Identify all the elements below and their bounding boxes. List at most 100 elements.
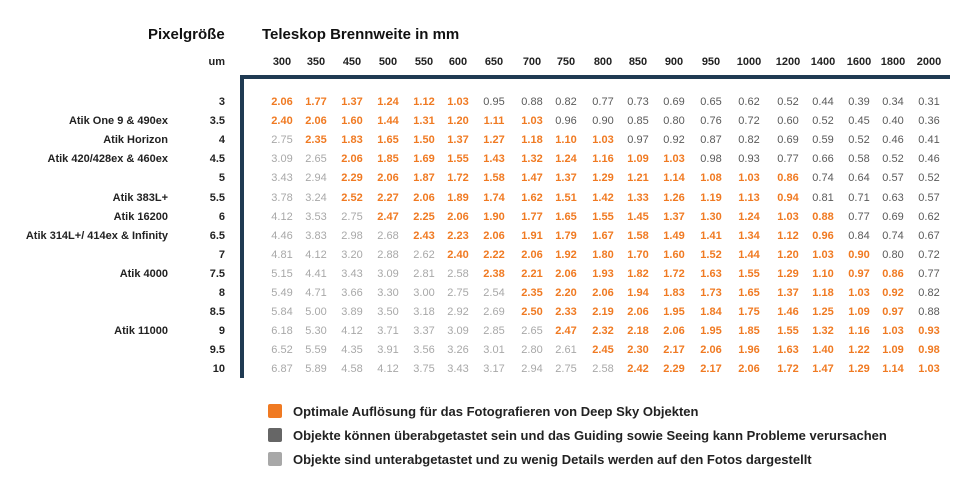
table-cell: 5.89	[305, 363, 327, 376]
table-cell: 2.06	[700, 344, 722, 357]
table-cell: 1.95	[700, 325, 722, 338]
table-cell: 0.67	[918, 229, 940, 242]
table-cell: 2.22	[483, 248, 505, 261]
camera-label: Atik 4000	[119, 267, 168, 280]
table-cell: 2.35	[521, 287, 543, 299]
table-cell: 4.12	[305, 248, 327, 261]
table-cell: 0.65	[700, 96, 722, 108]
table-cell: 3.43	[341, 267, 363, 280]
table-cell: 0.77	[777, 153, 799, 166]
table-cell: 1.83	[663, 287, 685, 299]
table-cell: 1.16	[592, 153, 614, 166]
table-cell: 2.27	[377, 191, 399, 204]
legend-swatch	[268, 404, 282, 418]
table-cell: 2.50	[521, 306, 543, 319]
table-cell: 1.93	[592, 267, 614, 280]
table-cell: 3.75	[413, 363, 435, 376]
table-cell: 0.46	[882, 134, 904, 147]
table-cell: 1.55	[447, 153, 469, 166]
table-cell: 1.08	[700, 172, 722, 185]
table-cell: 2.92	[447, 306, 469, 319]
table-cell: 2.65	[305, 153, 327, 166]
column-header: 1800	[880, 56, 906, 68]
column-header: 700	[522, 56, 542, 68]
table-cell: 1.51	[555, 191, 577, 204]
table-cell: 1.96	[738, 344, 760, 357]
table-cell: 2.06	[521, 248, 543, 261]
table-cell: 0.72	[918, 248, 940, 261]
table-cell: 1.60	[663, 248, 685, 261]
table-cell: 1.45	[627, 210, 649, 223]
table-cell: 1.63	[777, 344, 799, 357]
table-cell: 0.59	[812, 134, 834, 147]
table-cell: 1.29	[777, 267, 799, 280]
table-cell: 4.12	[377, 363, 399, 376]
table-cell: 2.80	[521, 344, 543, 357]
legend-item: Optimale Auflösung für das Fotografieren…	[268, 402, 698, 420]
table-cell: 1.03	[521, 115, 543, 128]
table-cell: 3.71	[377, 325, 399, 338]
table-cell: 4.12	[271, 210, 293, 223]
table-cell: 1.03	[738, 172, 760, 185]
table-cell: 0.31	[918, 96, 940, 108]
table-cell: 2.45	[592, 344, 614, 357]
legend-text: Objekte können überabgetastet sein und d…	[293, 427, 887, 443]
table-cell: 2.30	[627, 344, 649, 357]
pixel-size-label: 6	[218, 210, 225, 223]
table-cell: 1.84	[700, 306, 722, 319]
table-cell: 0.58	[848, 153, 870, 166]
table-cell: 2.43	[413, 229, 435, 242]
pixel-size-label: 5	[218, 172, 225, 185]
table-cell: 0.73	[627, 96, 649, 108]
table-cell: 2.06	[738, 363, 760, 376]
table-cell: 0.69	[663, 96, 685, 108]
table-cell: 2.06	[413, 191, 435, 204]
column-header: 1600	[846, 56, 872, 68]
table-cell: 2.06	[483, 229, 505, 242]
table-cell: 1.50	[413, 134, 435, 147]
column-header: 800	[593, 56, 613, 68]
table-cell: 1.34	[738, 229, 760, 242]
table-cell: 1.09	[627, 153, 649, 166]
table-cell: 2.65	[521, 325, 543, 338]
table-cell: 1.58	[483, 172, 505, 185]
table-cell: 0.77	[848, 210, 870, 223]
table-cell: 1.16	[848, 325, 870, 338]
table-cell: 1.85	[377, 153, 399, 166]
table-cell: 1.11	[483, 115, 505, 128]
pixel-size-label: 7	[218, 248, 225, 261]
table-cell: 2.75	[341, 210, 363, 223]
table-cell: 2.58	[447, 267, 469, 280]
table-cell: 4.41	[305, 267, 327, 280]
table-cell: 1.47	[812, 363, 834, 376]
table-cell: 1.75	[738, 306, 760, 319]
table-cell: 0.74	[812, 172, 834, 185]
table-cell: 1.41	[700, 229, 722, 242]
column-header: 600	[448, 56, 468, 68]
table-cell: 5.49	[271, 287, 293, 299]
table-cell: 2.06	[592, 287, 614, 299]
table-cell: 0.97	[848, 267, 870, 280]
table-cell: 3.56	[413, 344, 435, 357]
column-header: 300	[272, 56, 292, 68]
table-cell: 2.17	[700, 363, 722, 376]
table-cell: 1.55	[738, 267, 760, 280]
table-cell: 6.18	[271, 325, 293, 338]
table-cell: 0.69	[882, 210, 904, 223]
table-cell: 1.30	[700, 210, 722, 223]
table-cell: 1.19	[700, 191, 722, 204]
table-cell: 0.97	[882, 306, 904, 319]
column-header: 1000	[736, 56, 762, 68]
table-cell: 1.24	[377, 96, 399, 108]
table-cell: 1.09	[882, 344, 904, 357]
table-cell: 1.79	[555, 229, 577, 242]
column-header: 650	[484, 56, 504, 68]
table-axis-horizontal	[240, 75, 950, 79]
table-cell: 3.83	[305, 229, 327, 242]
table-cell: 2.40	[447, 248, 469, 261]
table-cell: 1.12	[413, 96, 435, 108]
table-cell: 0.81	[812, 191, 834, 204]
table-cell: 3.26	[447, 344, 469, 357]
table-cell: 1.32	[812, 325, 834, 338]
table-cell: 0.63	[882, 191, 904, 204]
